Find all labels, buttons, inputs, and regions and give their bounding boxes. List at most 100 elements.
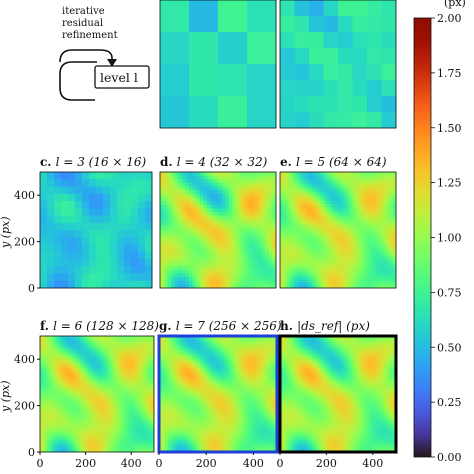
heatmap-cell [128, 440, 132, 444]
heatmap-cell [375, 259, 379, 263]
heatmap-cell [125, 423, 129, 427]
heatmap-cell [221, 277, 226, 282]
heatmap-cell [192, 182, 197, 187]
heatmap-cell [272, 273, 277, 278]
heatmap-cell [291, 241, 295, 245]
heatmap-cell [54, 359, 58, 363]
heatmap-cell [131, 237, 139, 245]
heatmap-cell [367, 227, 371, 231]
heatmap-cell [40, 391, 44, 395]
heatmap-cell [361, 270, 365, 274]
heatmap-cell [338, 180, 342, 184]
heatmap-cell [268, 193, 273, 198]
heatmap-cell [247, 201, 252, 206]
heatmap-cell [54, 344, 58, 348]
heatmap-cell [349, 209, 353, 213]
heatmap-cell [247, 96, 277, 129]
heatmap-cell [163, 248, 168, 253]
heatmap-cell [218, 204, 223, 209]
heatmap-cell [170, 425, 175, 430]
heatmap-cell [355, 227, 359, 231]
heatmap-cell [102, 402, 106, 406]
heatmap-cell [111, 396, 115, 401]
heatmap-cell [167, 251, 172, 256]
heatmap-cell [51, 353, 55, 357]
heatmap-cell [381, 259, 385, 263]
heatmap-cell [314, 250, 319, 254]
heatmap-cell [108, 396, 112, 401]
heatmap-cell [364, 279, 368, 283]
heatmap-cell [59, 347, 64, 351]
heatmap-cell [265, 204, 270, 209]
heatmap-cell [173, 362, 178, 366]
heatmap-cell [170, 443, 175, 447]
heatmap-cell [317, 244, 321, 248]
heatmap-cell [48, 428, 52, 433]
heatmap-cell [189, 262, 194, 267]
heatmap-cell [387, 186, 391, 190]
heatmap-cell [218, 197, 223, 202]
heatmap-cell [62, 365, 67, 369]
heatmap-cell [340, 180, 345, 184]
heatmap-cell [77, 341, 81, 346]
heatmap-cell [181, 262, 186, 267]
heatmap-cell [243, 208, 248, 213]
heatmap-cell [355, 241, 359, 245]
heatmap-cell [91, 423, 95, 427]
heatmap-cell [47, 259, 55, 267]
heatmap-cell [185, 356, 189, 360]
heatmap-cell [214, 193, 219, 198]
heatmap-cell [381, 180, 385, 184]
heatmap-cell [170, 215, 175, 220]
heatmap-cell [79, 373, 84, 377]
heatmap-cell [340, 238, 345, 242]
heatmap-cell [272, 277, 277, 282]
heatmap-cell [221, 208, 226, 213]
heatmap-cell [332, 177, 336, 182]
heatmap-cell [372, 247, 377, 251]
heatmap-cell [151, 399, 155, 404]
heatmap-cell [185, 373, 189, 377]
heatmap-cell [142, 362, 146, 366]
heatmap-cell [167, 402, 172, 406]
heatmap-cell [94, 388, 98, 392]
heatmap-cell [124, 186, 132, 195]
heatmap-cell [291, 180, 295, 184]
heatmap-cell [131, 230, 139, 238]
heatmap-cell [77, 420, 81, 424]
heatmap-cell [326, 174, 330, 179]
heatmap-cell [375, 174, 379, 179]
heatmap-cell [179, 376, 183, 380]
heatmap-cell [192, 266, 197, 271]
heatmap-cell [40, 402, 44, 406]
heatmap-cell [303, 189, 307, 193]
heatmap-cell [372, 206, 377, 211]
heatmap-cell [125, 341, 129, 346]
heatmap-cell [228, 193, 233, 198]
heatmap-cell [57, 388, 61, 392]
heatmap-cell [332, 273, 336, 277]
heatmap-cell [352, 276, 356, 280]
heatmap-cell [317, 206, 321, 211]
heatmap-cell [367, 172, 371, 176]
heatmap-cell [381, 221, 385, 225]
heatmap-cell [390, 244, 394, 248]
heatmap-cell [65, 338, 69, 343]
heatmap-cell [381, 232, 385, 237]
heatmap-cell [85, 359, 89, 363]
heatmap-cell [378, 198, 382, 202]
heatmap-cell [99, 336, 104, 340]
heatmap-cell [378, 215, 382, 219]
heatmap-cell [306, 201, 310, 205]
heatmap-cell [105, 437, 109, 441]
heatmap-cell [285, 267, 290, 271]
heatmap-cell [103, 186, 111, 195]
panel-d: d. l = 4 (32 × 32) [159, 155, 277, 289]
heatmap-cell [378, 192, 382, 196]
heatmap-cell [51, 402, 55, 406]
heatmap-cell [285, 259, 290, 263]
heatmap-cell [138, 172, 146, 180]
heatmap-cell [105, 399, 109, 404]
heatmap-cell [62, 440, 67, 444]
heatmap-cell [214, 175, 219, 180]
